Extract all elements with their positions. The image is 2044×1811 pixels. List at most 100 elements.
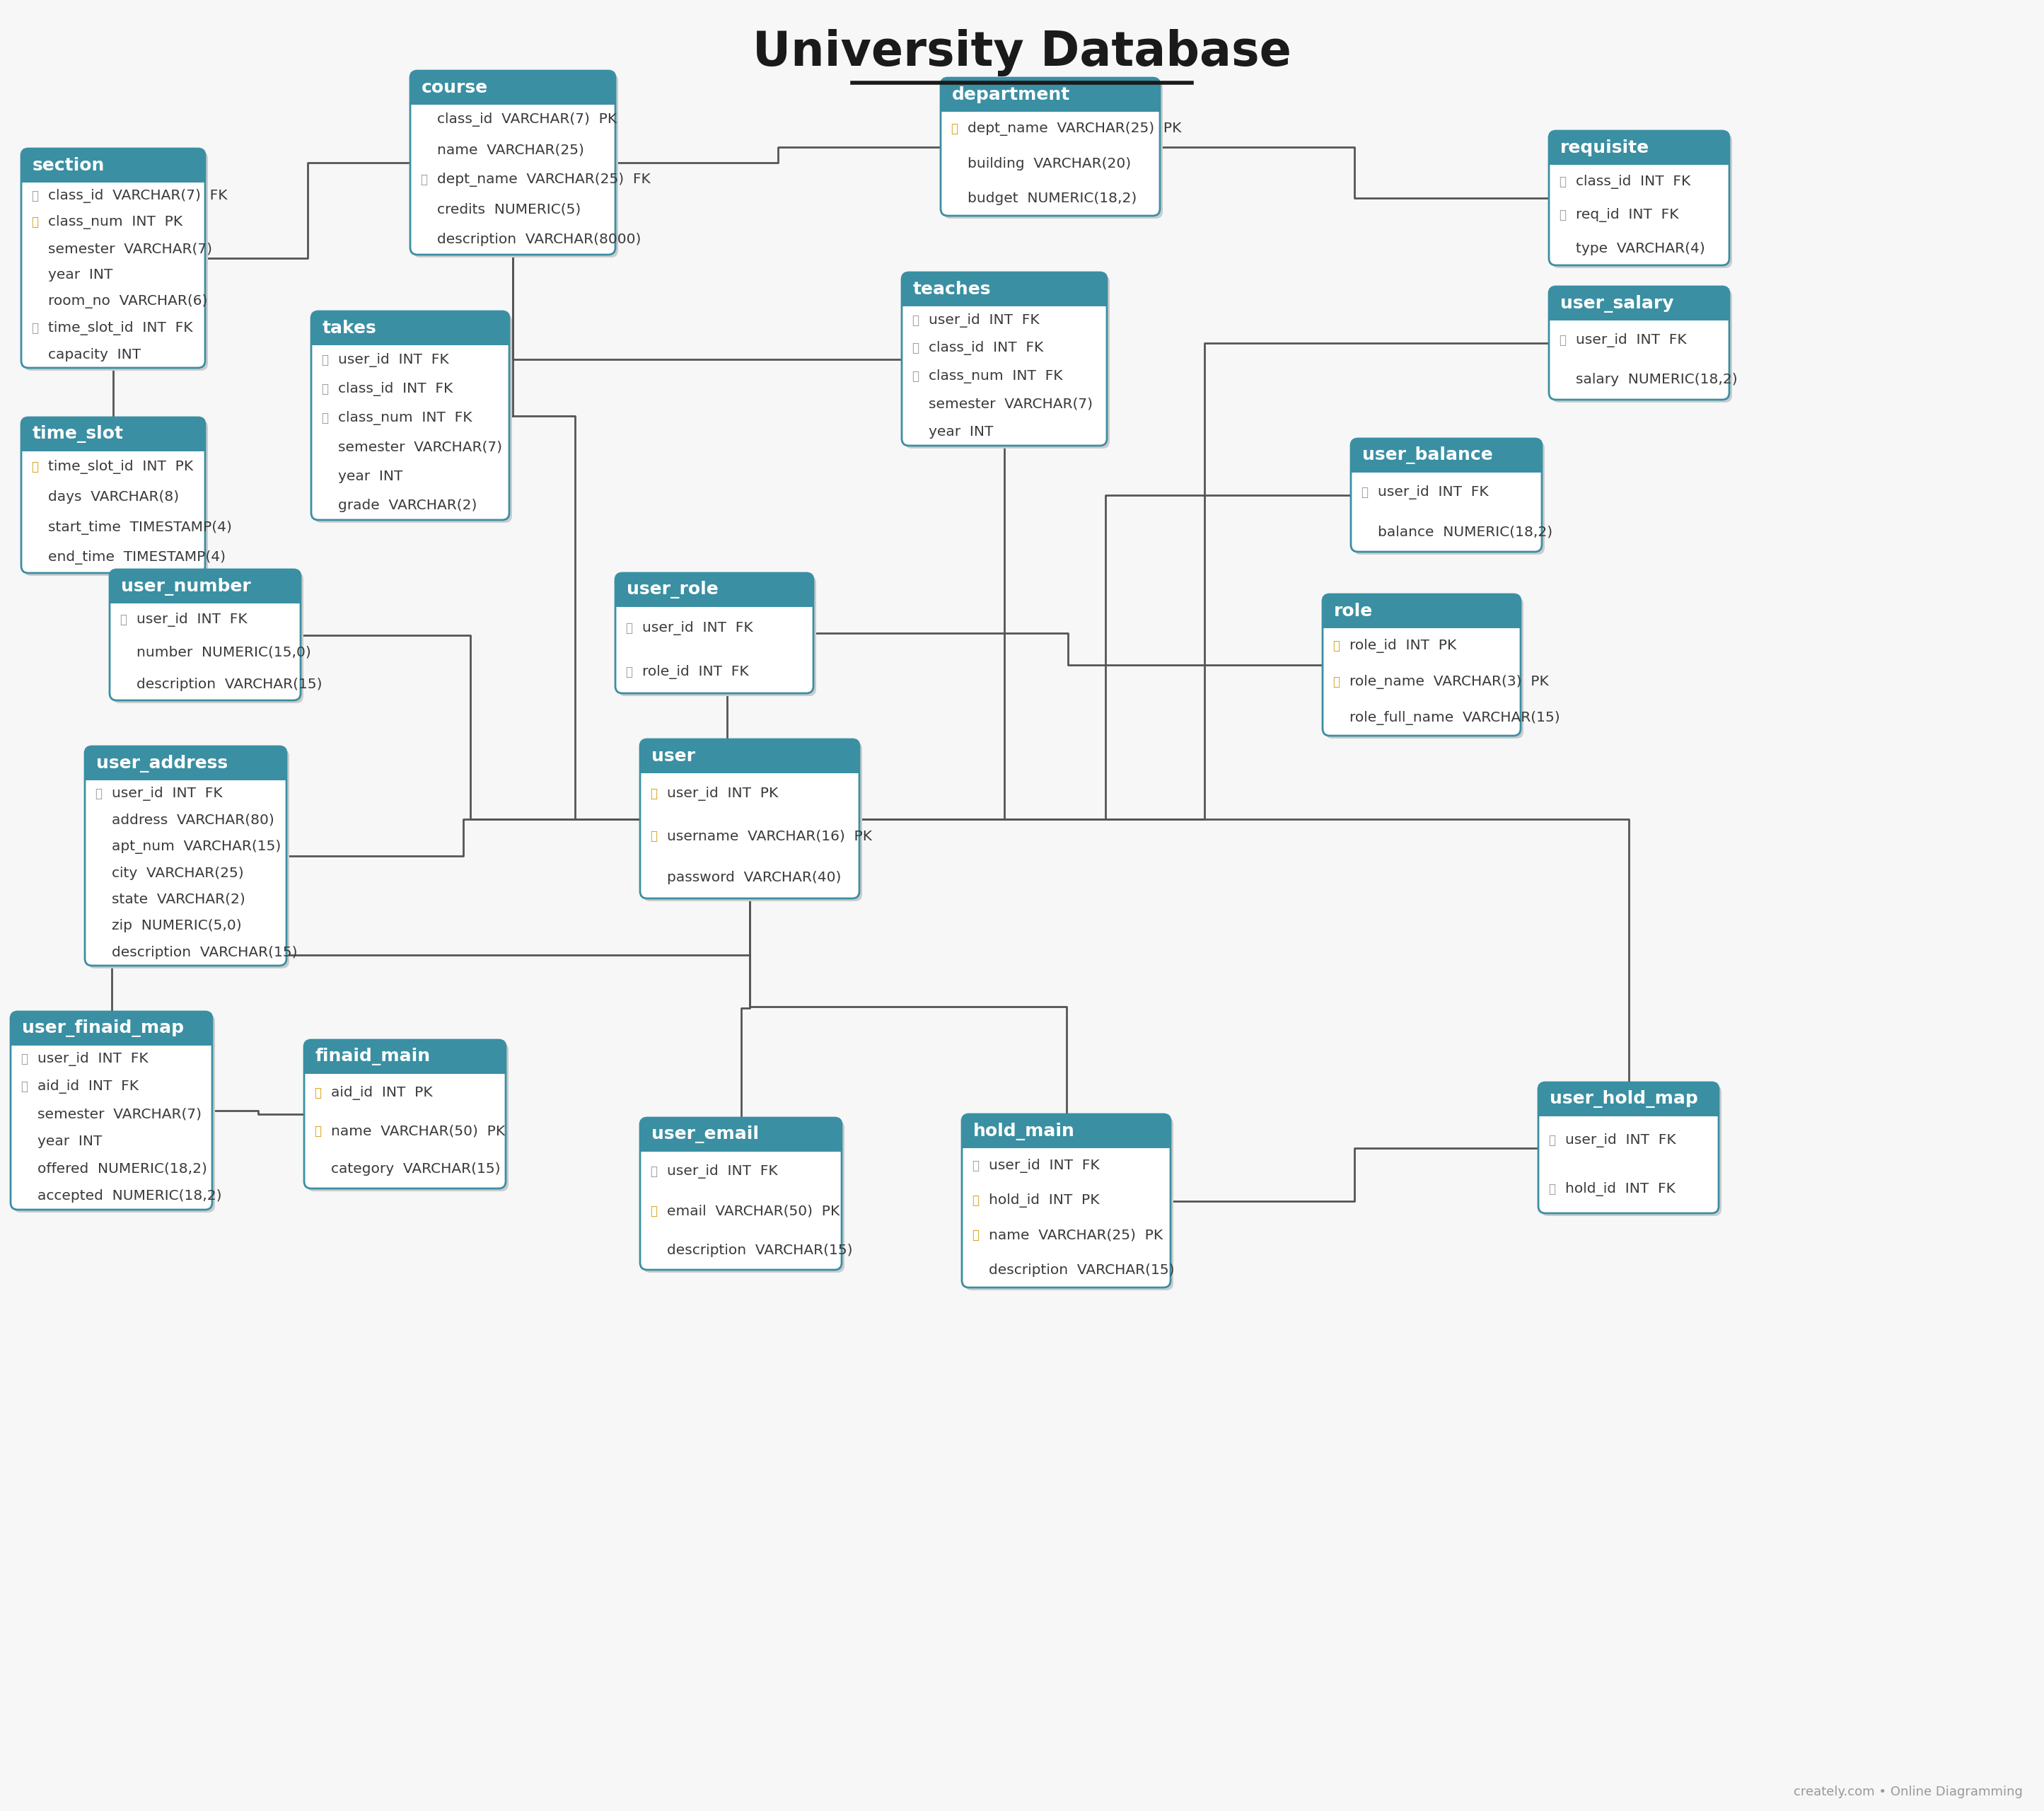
FancyBboxPatch shape: [640, 739, 858, 898]
Text: address  VARCHAR(80): address VARCHAR(80): [112, 813, 274, 828]
FancyBboxPatch shape: [86, 746, 286, 965]
Text: password  VARCHAR(40): password VARCHAR(40): [666, 871, 842, 884]
Text: user_email: user_email: [652, 1126, 758, 1143]
Text: end_time  TIMESTAMP(4): end_time TIMESTAMP(4): [49, 551, 225, 565]
Text: number  NUMERIC(15,0): number NUMERIC(15,0): [137, 645, 311, 659]
Text: 🔑: 🔑: [950, 123, 959, 136]
Text: time_slot: time_slot: [33, 426, 125, 444]
Text: name  VARCHAR(25): name VARCHAR(25): [437, 143, 585, 156]
Text: user_id  INT  FK: user_id INT FK: [1378, 485, 1488, 500]
FancyBboxPatch shape: [640, 1117, 842, 1270]
Text: year  INT: year INT: [337, 469, 403, 484]
Text: city  VARCHAR(25): city VARCHAR(25): [112, 866, 243, 880]
Text: name  VARCHAR(50)  PK: name VARCHAR(50) PK: [331, 1125, 505, 1137]
Text: 🔑: 🔑: [321, 382, 329, 395]
Text: user_id  INT  FK: user_id INT FK: [666, 1164, 777, 1179]
FancyBboxPatch shape: [940, 78, 1159, 112]
Text: 🔑: 🔑: [321, 353, 329, 366]
Text: 🔑: 🔑: [421, 174, 427, 187]
Text: 🔑: 🔑: [625, 623, 632, 636]
Text: University Database: University Database: [752, 29, 1292, 76]
FancyBboxPatch shape: [307, 1043, 509, 1192]
FancyBboxPatch shape: [14, 1014, 215, 1213]
Text: 🔑: 🔑: [1333, 639, 1339, 652]
FancyBboxPatch shape: [10, 1012, 213, 1045]
FancyBboxPatch shape: [110, 569, 300, 701]
Bar: [640, 757, 858, 773]
Text: class_num  INT  PK: class_num INT PK: [49, 216, 182, 230]
Text: 🔑: 🔑: [971, 1159, 979, 1172]
FancyBboxPatch shape: [10, 1012, 213, 1210]
Text: 🔑: 🔑: [1547, 1183, 1555, 1195]
FancyBboxPatch shape: [1549, 130, 1729, 264]
Text: user_role: user_role: [628, 581, 717, 599]
Text: 🔑: 🔑: [119, 614, 127, 627]
Text: user_number: user_number: [121, 578, 251, 596]
Text: type  VARCHAR(4): type VARCHAR(4): [1576, 243, 1705, 255]
Text: role: role: [1335, 603, 1374, 619]
Text: 🔑: 🔑: [1560, 208, 1566, 221]
Text: offered  NUMERIC(18,2): offered NUMERIC(18,2): [37, 1163, 206, 1175]
FancyBboxPatch shape: [615, 572, 814, 607]
FancyBboxPatch shape: [1351, 438, 1541, 473]
Text: aid_id  INT  PK: aid_id INT PK: [331, 1087, 433, 1099]
FancyBboxPatch shape: [411, 71, 615, 105]
Text: zip  NUMERIC(5,0): zip NUMERIC(5,0): [112, 920, 241, 933]
Text: teaches: teaches: [914, 281, 991, 297]
FancyBboxPatch shape: [944, 81, 1163, 219]
Text: semester  VARCHAR(7): semester VARCHAR(7): [49, 243, 213, 255]
FancyBboxPatch shape: [1322, 594, 1521, 735]
Text: user_address: user_address: [96, 755, 227, 771]
FancyBboxPatch shape: [1549, 286, 1729, 321]
FancyBboxPatch shape: [413, 74, 617, 257]
Bar: [615, 590, 814, 607]
FancyBboxPatch shape: [1541, 1085, 1721, 1215]
FancyBboxPatch shape: [110, 569, 300, 603]
Text: 🔑: 🔑: [31, 460, 39, 473]
Text: user_id  INT  FK: user_id INT FK: [1576, 333, 1686, 348]
Text: username  VARCHAR(16)  PK: username VARCHAR(16) PK: [666, 829, 873, 842]
Text: hold_id  INT  PK: hold_id INT PK: [989, 1193, 1100, 1208]
Text: class_num  INT  FK: class_num INT FK: [337, 411, 472, 426]
FancyBboxPatch shape: [88, 750, 290, 969]
Text: class_id  INT  FK: class_id INT FK: [1576, 174, 1690, 188]
Text: start_time  TIMESTAMP(4): start_time TIMESTAMP(4): [49, 520, 231, 534]
Text: 🔑: 🔑: [912, 313, 918, 326]
Text: time_slot_id  INT  PK: time_slot_id INT PK: [49, 460, 194, 474]
Text: 🔑: 🔑: [315, 1087, 321, 1099]
Text: 🔑: 🔑: [650, 1164, 656, 1177]
FancyBboxPatch shape: [1549, 286, 1729, 400]
Text: requisite: requisite: [1560, 139, 1650, 156]
FancyBboxPatch shape: [1322, 594, 1521, 628]
FancyBboxPatch shape: [20, 149, 204, 368]
Bar: [901, 290, 1108, 306]
Text: class_id  VARCHAR(7)  FK: class_id VARCHAR(7) FK: [49, 188, 227, 203]
Text: finaid_main: finaid_main: [315, 1049, 431, 1065]
Bar: [20, 165, 204, 183]
FancyBboxPatch shape: [963, 1114, 1171, 1288]
Text: user_hold_map: user_hold_map: [1549, 1090, 1699, 1108]
Text: hold_id  INT  FK: hold_id INT FK: [1566, 1183, 1676, 1195]
Text: budget  NUMERIC(18,2): budget NUMERIC(18,2): [967, 192, 1136, 205]
FancyBboxPatch shape: [305, 1040, 505, 1188]
FancyBboxPatch shape: [901, 272, 1108, 446]
FancyBboxPatch shape: [1539, 1083, 1719, 1213]
Text: 🔑: 🔑: [971, 1193, 979, 1206]
Text: 🔑: 🔑: [315, 1125, 321, 1137]
Text: department: department: [953, 87, 1071, 103]
Text: year  INT: year INT: [928, 426, 993, 438]
FancyBboxPatch shape: [86, 746, 286, 781]
Text: role_id  INT  PK: role_id INT PK: [1349, 639, 1457, 654]
FancyBboxPatch shape: [615, 572, 814, 694]
FancyBboxPatch shape: [905, 275, 1110, 449]
FancyBboxPatch shape: [940, 78, 1159, 216]
Bar: [1351, 456, 1541, 473]
FancyBboxPatch shape: [617, 576, 816, 695]
FancyBboxPatch shape: [112, 572, 303, 703]
Bar: [1549, 304, 1729, 321]
Bar: [963, 1132, 1171, 1148]
Text: year  INT: year INT: [37, 1134, 102, 1148]
FancyBboxPatch shape: [20, 417, 204, 572]
Text: credits  NUMERIC(5): credits NUMERIC(5): [437, 203, 580, 216]
Text: user_id  INT  FK: user_id INT FK: [137, 612, 247, 627]
